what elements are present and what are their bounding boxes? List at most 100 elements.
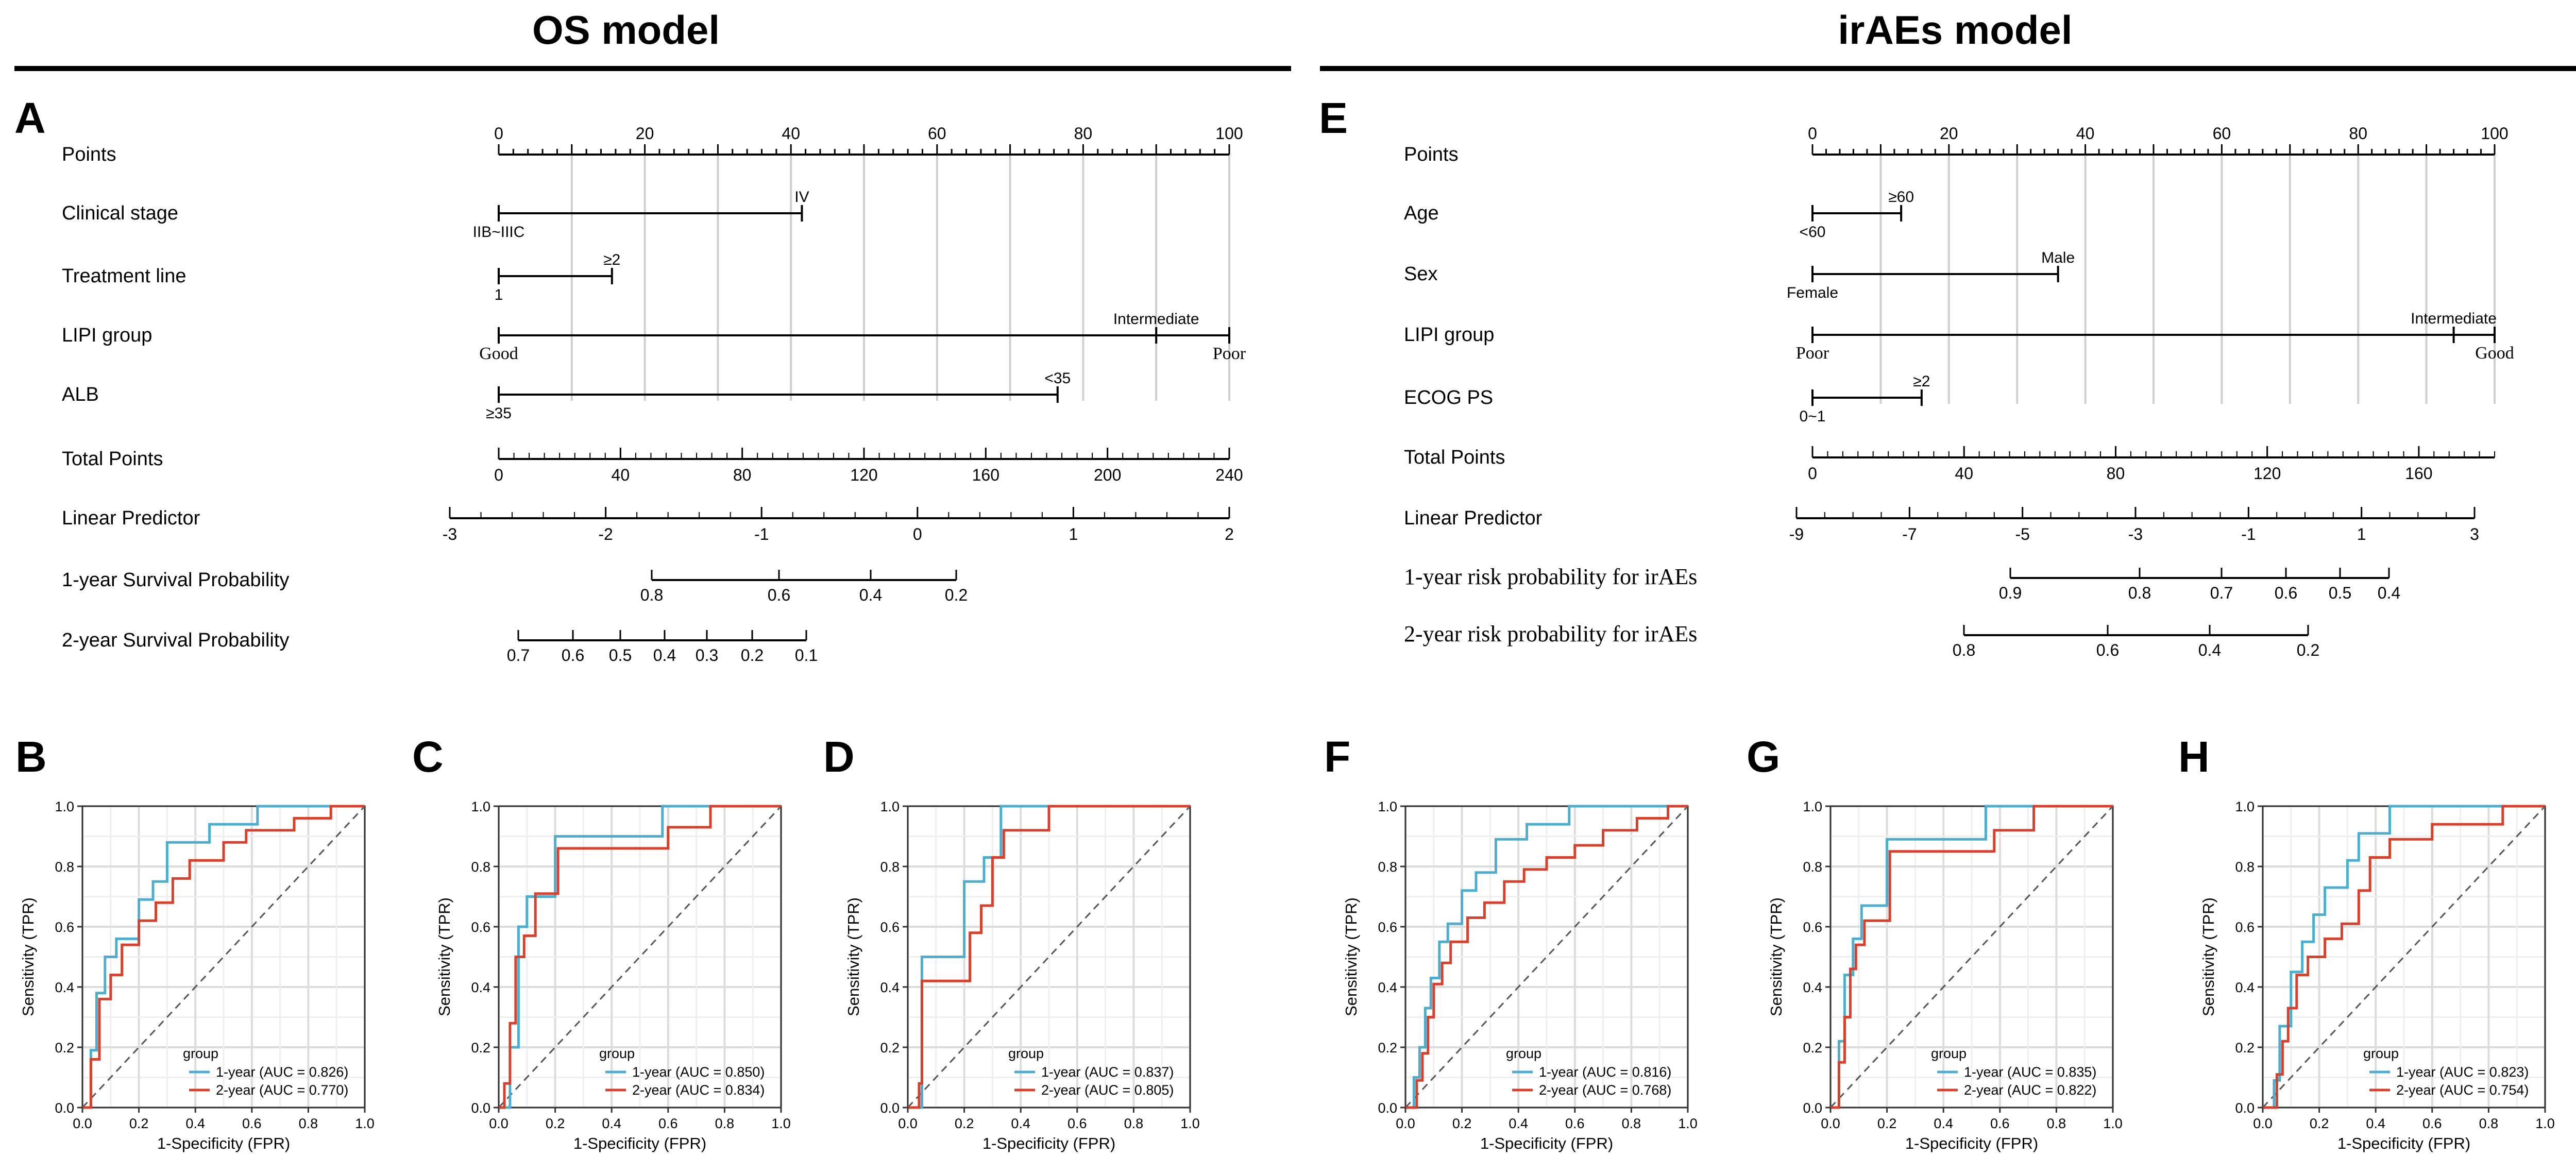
roc-curve-2-year [1831, 805, 2113, 1109]
roc-y-axis-label: Sensitivity (TPR) [1342, 897, 1360, 1016]
roc-plot-frame [1829, 805, 2114, 1109]
points-tick-label: 40 [782, 124, 800, 143]
roc-x-tick-label: 0.0 [1821, 1116, 1840, 1131]
roc-x-tick-label: 0.2 [1452, 1116, 1472, 1131]
probability-tick-label: 0.3 [696, 646, 718, 665]
roc-panel-G: G 0.00.0 0.2 0.2 0.4 0.4 0.6 0.6 0.8 0.8 1.0 1.0 1-S… [1747, 733, 2123, 1152]
roc-x-tick-label: 0.8 [1124, 1116, 1144, 1131]
roc-y-tick-label: 0.4 [1378, 980, 1397, 995]
roc-y-tick-label: 1.0 [471, 799, 490, 814]
roc-x-tick-label: 0.8 [2479, 1116, 2499, 1131]
panel-label-F: F [1324, 733, 1350, 781]
nomogram-row-label: Total Points [1404, 447, 1505, 468]
roc-x-tick-label: 1.0 [2103, 1116, 2123, 1131]
factor-level-label: IV [794, 189, 809, 206]
roc-reference-diagonal [81, 805, 366, 1109]
roc-legend-title: group [183, 1046, 218, 1061]
scale-tick-label: 120 [2253, 464, 2281, 483]
roc-x-tick-label: 0.0 [2253, 1116, 2273, 1131]
roc-x-tick-label: 0.6 [658, 1116, 678, 1131]
roc-y-tick-label: 0.4 [2235, 980, 2255, 995]
scale-tick-label: 0 [1808, 464, 1817, 483]
scale-tick-label: 240 [1215, 466, 1243, 484]
roc-y-tick-label: 0.4 [1803, 980, 1822, 995]
roc-curve-2-year [82, 805, 365, 1109]
nomogram-row-label: Linear Predictor [1404, 507, 1543, 529]
roc-legend-entry: 2-year (AUC = 0.822) [1964, 1082, 2096, 1098]
nomogram-row-label: Clinical stage [62, 202, 178, 224]
roc-legend-entry: 2-year (AUC = 0.770) [216, 1082, 348, 1098]
panel-label-E: E [1319, 94, 1348, 142]
roc-y-tick-label: 0.8 [55, 859, 74, 875]
roc-x-tick-label: 0.6 [2422, 1116, 2442, 1131]
roc-x-tick-label: 0.2 [129, 1116, 149, 1131]
nomogram-row-label: Points [62, 144, 116, 165]
scale-tick-label: 0 [494, 466, 503, 484]
factor-level-label: Poor [1796, 344, 1829, 363]
roc-legend-title: group [1931, 1046, 1967, 1061]
probability-tick-label: 0.2 [741, 646, 764, 665]
roc-x-axis-label: 1-Specificity (FPR) [1905, 1134, 2038, 1152]
roc-curve-2-year [908, 805, 1190, 1109]
probability-tick-label: 0.4 [653, 646, 676, 665]
roc-y-tick-label: 0.4 [55, 980, 74, 995]
panel-label-A: A [14, 94, 46, 142]
roc-legend-entry: 1-year (AUC = 0.850) [632, 1064, 765, 1080]
probability-tick-label: 0.2 [945, 586, 968, 604]
probability-tick-label: 0.6 [2275, 584, 2297, 602]
roc-y-tick-label: 0.0 [55, 1100, 74, 1116]
roc-x-tick-label: 0.4 [1934, 1116, 1953, 1131]
roc-x-axis-label: 1-Specificity (FPR) [157, 1134, 290, 1152]
roc-legend-title: group [2363, 1046, 2399, 1061]
probability-tick-label: 0.4 [859, 586, 882, 604]
roc-panel-H: H 0.00.0 0.2 0.2 0.4 0.4 0.6 0.6 0.8 0.8 1.0 1.0 1-S… [2178, 733, 2555, 1152]
factor-level-label: Good [2475, 344, 2514, 363]
nomogram-row-label: Treatment line [62, 265, 186, 287]
roc-y-tick-label: 0.8 [880, 859, 900, 875]
probability-tick-label: 0.6 [562, 646, 584, 665]
roc-curve-1-year [2263, 805, 2545, 1109]
nomogram-row-label: Sex [1404, 263, 1437, 285]
roc-x-tick-label: 0.8 [715, 1116, 735, 1131]
roc-x-tick-label: 0.8 [299, 1116, 318, 1131]
nomogram-row-label: LIPI group [62, 325, 152, 346]
scale-tick-label: 120 [850, 466, 877, 484]
probability-tick-label: 0.4 [2378, 584, 2400, 602]
roc-y-tick-label: 0.2 [471, 1040, 490, 1056]
panel-label-C: C [412, 733, 444, 781]
roc-panel-D: D 0.00.0 0.2 0.2 0.4 0.4 0.6 0.6 0.8 0.8 1.0 1.0 1-S… [823, 733, 1200, 1152]
scale-tick-label: -3 [443, 525, 457, 543]
probability-tick-label: 0.5 [2329, 584, 2351, 602]
roc-panel-B: B 0.00.0 0.2 0.2 0.4 0.4 0.6 0.6 0.8 0.8 1.0 1.0 1-S… [15, 733, 375, 1152]
factor-level-label: Good [479, 344, 518, 363]
roc-x-tick-label: 1.0 [771, 1116, 791, 1131]
roc-x-tick-label: 0.2 [2310, 1116, 2329, 1131]
factor-level-label: ≥35 [486, 405, 512, 422]
roc-y-tick-label: 0.8 [2235, 859, 2255, 875]
probability-tick-label: 0.8 [1953, 641, 1975, 659]
roc-y-tick-label: 0.0 [880, 1100, 900, 1116]
roc-y-tick-label: 1.0 [2235, 799, 2255, 814]
probability-tick-label: 0.4 [2198, 641, 2221, 659]
roc-y-tick-label: 1.0 [55, 799, 74, 814]
roc-y-tick-label: 0.6 [55, 920, 74, 935]
roc-y-axis-label: Sensitivity (TPR) [435, 897, 453, 1016]
nomogram-row-label: 1-year Survival Probability [62, 569, 289, 591]
scale-tick-label: -7 [1902, 525, 1917, 543]
roc-x-tick-label: 0.2 [546, 1116, 565, 1131]
roc-x-tick-label: 0.6 [1067, 1116, 1087, 1131]
factor-level-label: ≥2 [1913, 373, 1930, 390]
panel-label-B: B [15, 733, 47, 781]
roc-plot-frame [498, 805, 782, 1109]
points-tick-label: 20 [1940, 124, 1958, 143]
scale-tick-label: -9 [1789, 525, 1804, 543]
roc-y-axis-label: Sensitivity (TPR) [19, 897, 37, 1016]
roc-x-tick-label: 1.0 [1678, 1116, 1698, 1131]
irae-model-title: irAEs model [1838, 7, 2072, 53]
probability-tick-label: 0.1 [795, 646, 818, 665]
scale-tick-label: 1 [1069, 525, 1078, 543]
roc-x-tick-label: 0.0 [898, 1116, 918, 1131]
os-model-title: OS model [532, 7, 720, 53]
roc-x-tick-label: 0.4 [1509, 1116, 1528, 1131]
